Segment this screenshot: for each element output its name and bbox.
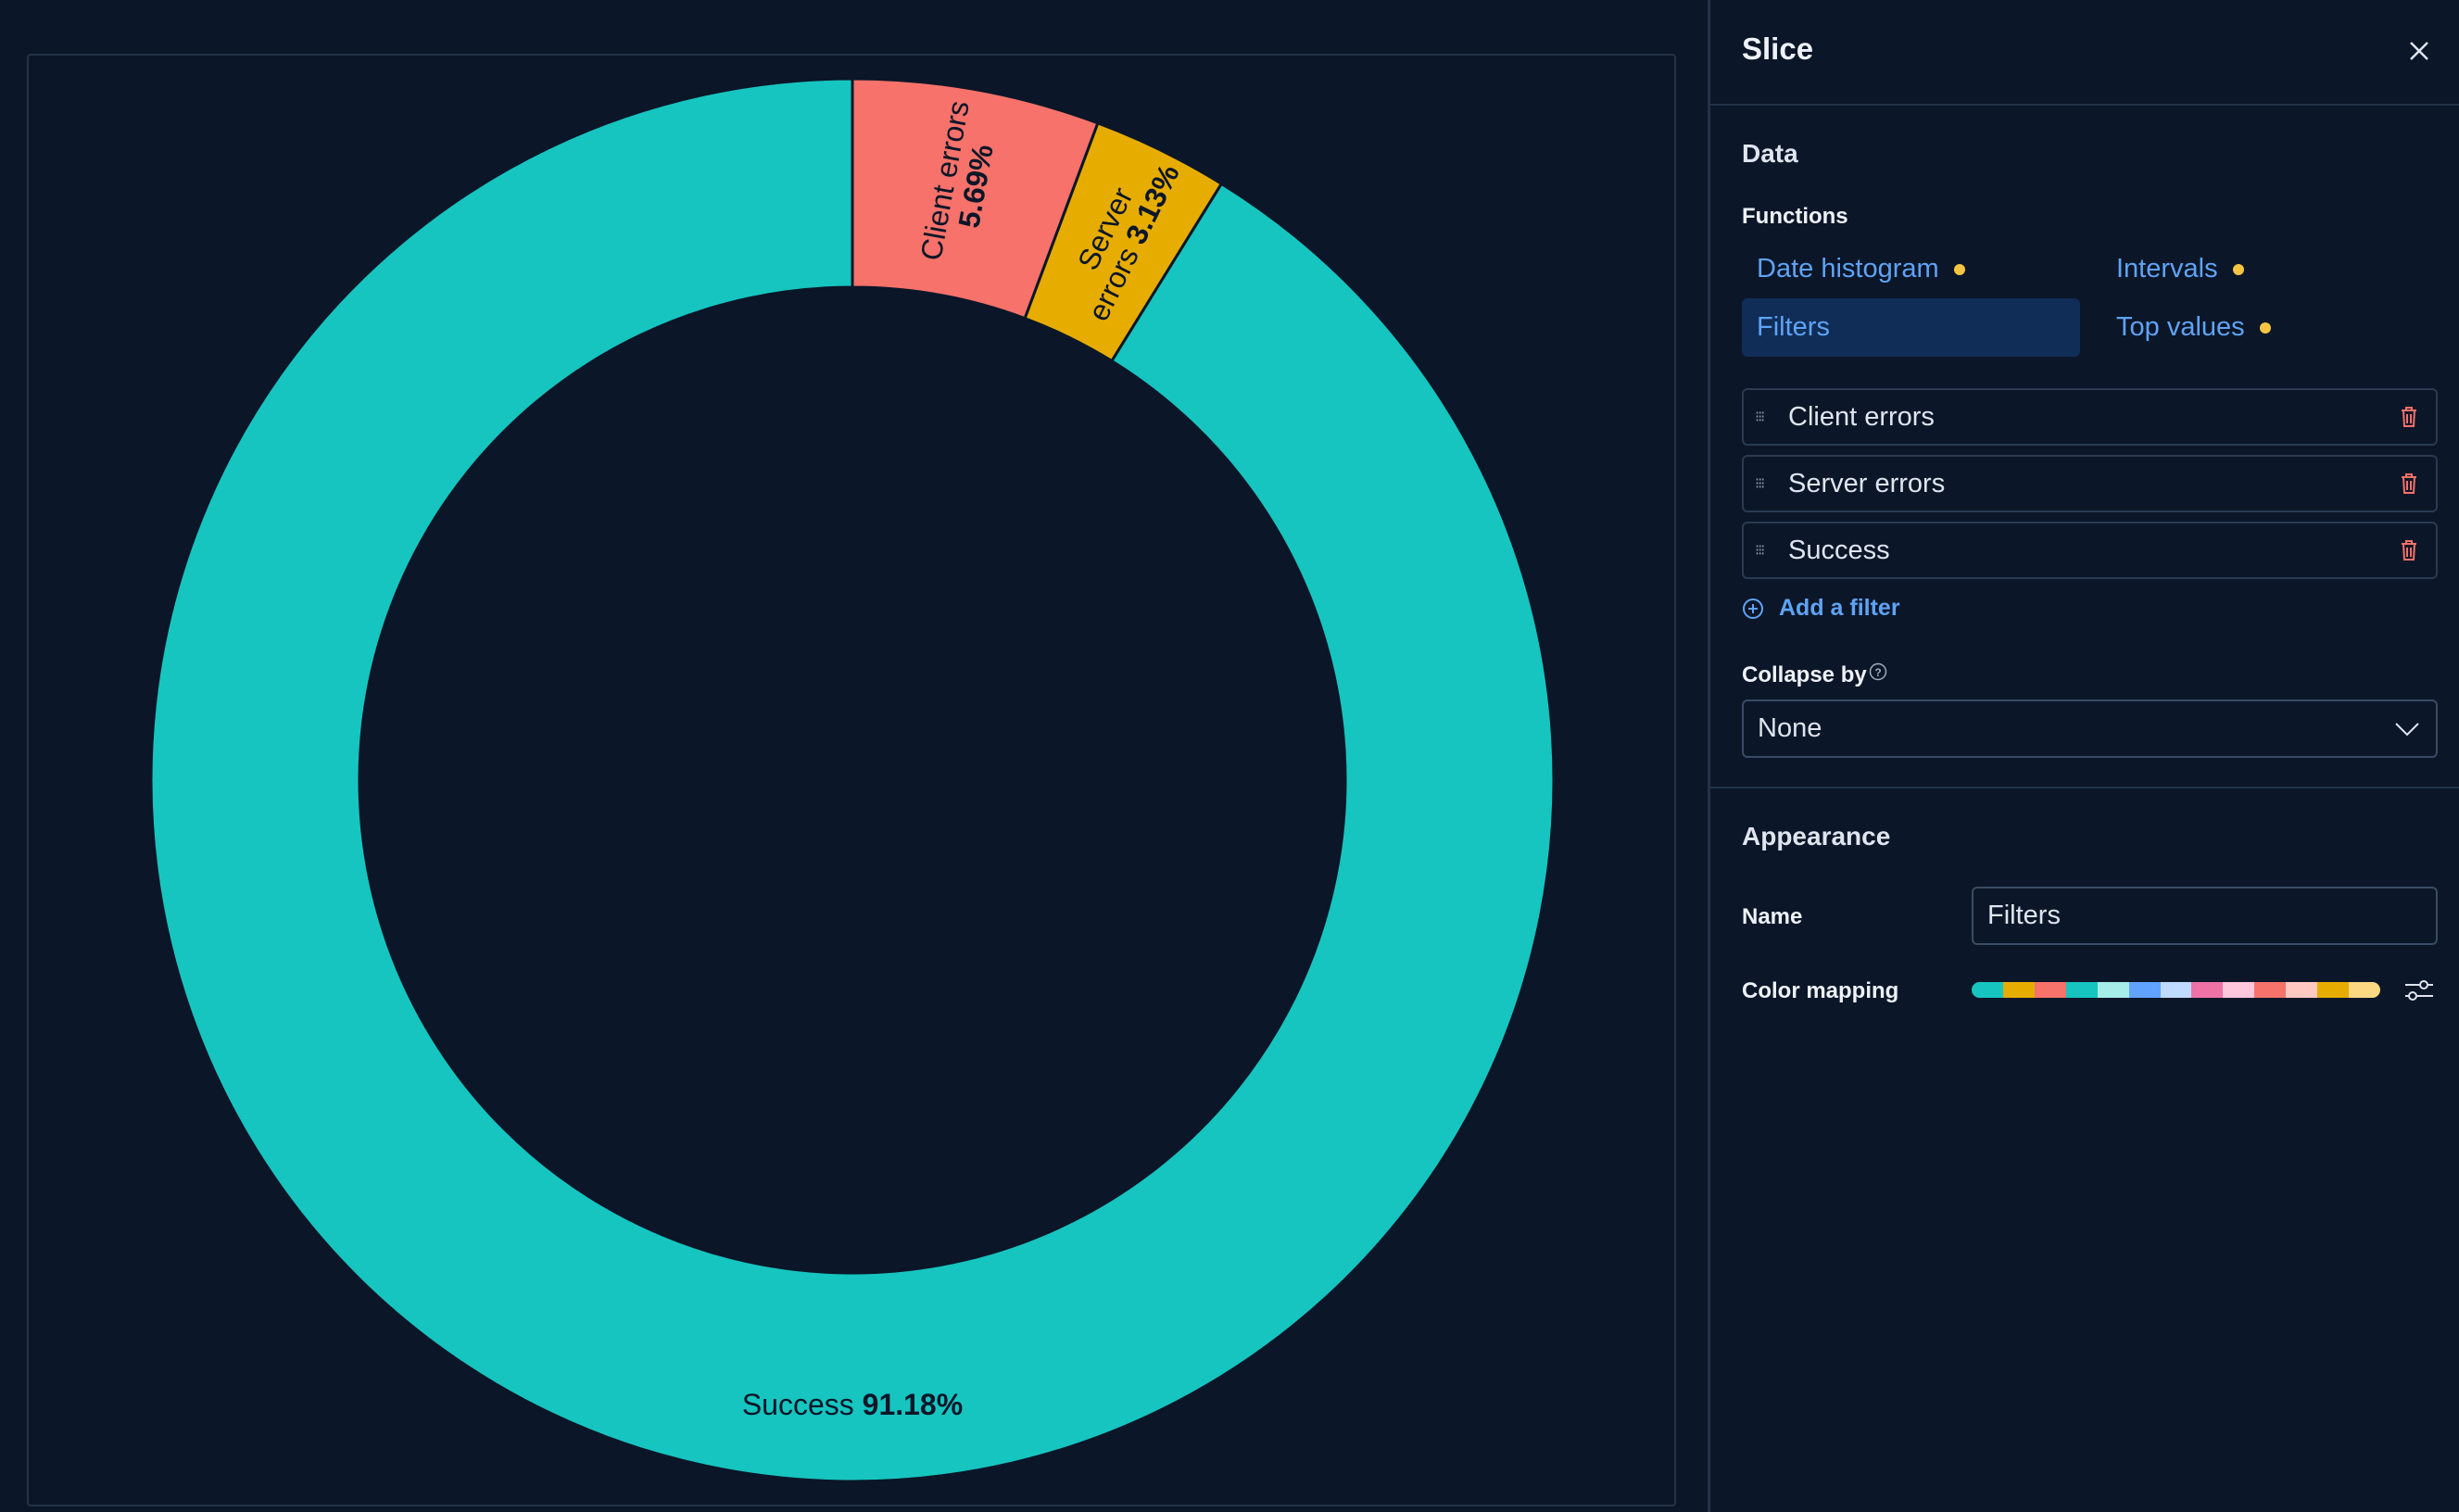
chart-frame: Client errors5.69% Servererrors 3.13% Succ… xyxy=(27,54,1676,1506)
slice-panel: Slice Data Functions Date histogram Inte… xyxy=(1708,0,2459,1512)
slice-label: Success 91.18% xyxy=(742,1388,963,1421)
divider xyxy=(1710,104,2459,106)
palette-swatch xyxy=(2034,982,2066,998)
add-filter-button[interactable]: Add a filter xyxy=(1742,595,1900,622)
palette-swatch xyxy=(2223,982,2255,998)
drag-handle-icon[interactable]: ⁝⁝⁝ xyxy=(1755,543,1765,559)
settings-sliders-icon[interactable] xyxy=(2403,976,2435,1004)
function-filters[interactable]: Filters xyxy=(1742,298,2080,357)
trash-icon[interactable] xyxy=(2399,538,2419,562)
collapse-by-label: Collapse by ? xyxy=(1742,662,1887,688)
panel-title: Slice xyxy=(1742,32,1814,66)
close-icon[interactable] xyxy=(2403,35,2435,67)
plus-circle-icon xyxy=(1743,598,1763,619)
donut-chart: Client errors5.69% Servererrors 3.13%Succ… xyxy=(149,77,1556,1483)
palette-swatch xyxy=(2097,982,2129,998)
drag-handle-icon[interactable]: ⁝⁝⁝ xyxy=(1755,476,1765,492)
color-mapping-label: Color mapping xyxy=(1742,978,1899,1003)
svg-text:?: ? xyxy=(1874,666,1881,679)
collapse-by-value: None xyxy=(1758,713,1822,743)
palette-swatch xyxy=(1972,982,2003,998)
palette-swatch xyxy=(2002,982,2035,998)
status-dot-icon xyxy=(2232,263,2244,275)
filter-row[interactable]: ⁝⁝⁝ Success xyxy=(1742,522,2438,579)
add-filter-label: Add a filter xyxy=(1779,595,1900,621)
function-label: Top values xyxy=(2116,312,2245,342)
filter-label[interactable]: Success xyxy=(1788,535,1890,565)
name-input[interactable]: Filters xyxy=(1972,887,2438,945)
drag-handle-icon[interactable]: ⁝⁝⁝ xyxy=(1755,410,1765,425)
palette-swatch xyxy=(2160,982,2192,998)
chevron-down-icon xyxy=(2395,722,2419,736)
function-top-values[interactable]: Top values xyxy=(2101,298,2271,357)
function-label: Intervals xyxy=(2116,254,2218,284)
data-heading: Data xyxy=(1742,139,1798,168)
function-label: Date histogram xyxy=(1757,254,1939,284)
functions-label: Functions xyxy=(1742,204,1848,229)
function-date-histogram[interactable]: Date histogram xyxy=(1742,240,1965,298)
palette-swatch xyxy=(2349,982,2380,998)
appearance-heading: Appearance xyxy=(1742,822,1891,850)
slice-success[interactable] xyxy=(149,77,1556,1483)
name-label: Name xyxy=(1742,904,1803,929)
color-palette-preview[interactable] xyxy=(1972,982,2380,998)
function-label: Filters xyxy=(1757,312,1830,342)
palette-swatch xyxy=(2128,982,2161,998)
palette-swatch xyxy=(2065,982,2098,998)
collapse-by-select[interactable]: None xyxy=(1742,699,2438,758)
status-dot-icon xyxy=(2259,321,2271,334)
filter-row[interactable]: ⁝⁝⁝ Server errors xyxy=(1742,455,2438,512)
trash-icon[interactable] xyxy=(2399,472,2419,496)
collapse-by-text: Collapse by xyxy=(1742,662,1867,687)
status-dot-icon xyxy=(1953,263,1965,275)
function-intervals[interactable]: Intervals xyxy=(2101,240,2244,298)
filter-label[interactable]: Server errors xyxy=(1788,468,1946,498)
palette-swatch xyxy=(2317,982,2350,998)
filter-row[interactable]: ⁝⁝⁝ Client errors xyxy=(1742,388,2438,446)
trash-icon[interactable] xyxy=(2399,405,2419,429)
palette-swatch xyxy=(2191,982,2224,998)
palette-swatch xyxy=(2286,982,2318,998)
palette-swatch xyxy=(2254,982,2287,998)
filter-label[interactable]: Client errors xyxy=(1788,401,1935,432)
help-icon[interactable]: ? xyxy=(1869,662,1887,681)
divider xyxy=(1710,787,2459,788)
